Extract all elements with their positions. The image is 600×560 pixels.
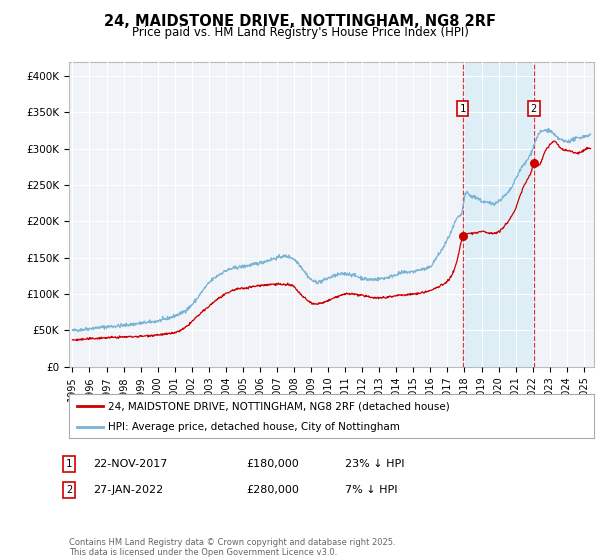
Text: 22-NOV-2017: 22-NOV-2017	[93, 459, 167, 469]
Text: Contains HM Land Registry data © Crown copyright and database right 2025.
This d: Contains HM Land Registry data © Crown c…	[69, 538, 395, 557]
Text: £280,000: £280,000	[246, 485, 299, 495]
Text: Price paid vs. HM Land Registry's House Price Index (HPI): Price paid vs. HM Land Registry's House …	[131, 26, 469, 39]
Text: 2: 2	[66, 485, 72, 495]
Text: 1: 1	[66, 459, 72, 469]
Text: £180,000: £180,000	[246, 459, 299, 469]
Text: 24, MAIDSTONE DRIVE, NOTTINGHAM, NG8 2RF: 24, MAIDSTONE DRIVE, NOTTINGHAM, NG8 2RF	[104, 14, 496, 29]
Text: 2: 2	[531, 104, 537, 114]
Text: 24, MAIDSTONE DRIVE, NOTTINGHAM, NG8 2RF (detached house): 24, MAIDSTONE DRIVE, NOTTINGHAM, NG8 2RF…	[109, 402, 450, 412]
Text: 7% ↓ HPI: 7% ↓ HPI	[345, 485, 398, 495]
Text: HPI: Average price, detached house, City of Nottingham: HPI: Average price, detached house, City…	[109, 422, 400, 432]
Text: 27-JAN-2022: 27-JAN-2022	[93, 485, 163, 495]
Text: 1: 1	[460, 104, 466, 114]
Text: 23% ↓ HPI: 23% ↓ HPI	[345, 459, 404, 469]
Bar	[463, 62, 534, 367]
